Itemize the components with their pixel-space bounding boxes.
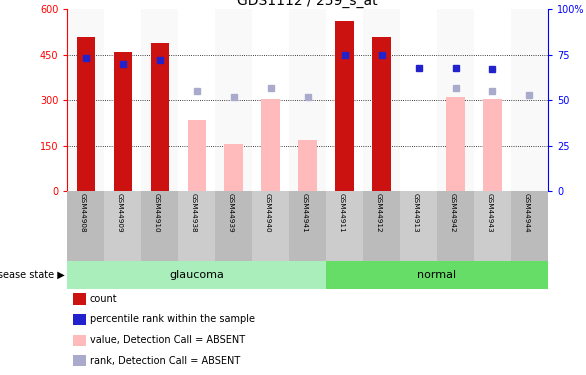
Bar: [178, 191, 215, 261]
Bar: [104, 191, 141, 261]
Text: glaucoma: glaucoma: [169, 270, 224, 280]
Bar: [261, 99, 280, 191]
Bar: [289, 191, 326, 261]
Bar: [326, 261, 548, 289]
Text: normal: normal: [417, 270, 456, 280]
Bar: [511, 191, 548, 261]
Bar: [326, 9, 363, 191]
Bar: [372, 37, 391, 191]
Bar: [363, 191, 400, 261]
Bar: [326, 191, 363, 261]
Bar: [188, 120, 206, 191]
Bar: [483, 99, 502, 191]
Bar: [104, 9, 141, 191]
Text: GSM44911: GSM44911: [339, 194, 345, 233]
Bar: [474, 9, 511, 191]
Bar: [67, 191, 104, 261]
Bar: [178, 9, 215, 191]
Bar: [224, 144, 243, 191]
Bar: [437, 9, 474, 191]
Text: percentile rank within the sample: percentile rank within the sample: [90, 315, 255, 324]
Text: count: count: [90, 294, 117, 304]
Text: GSM44909: GSM44909: [117, 194, 123, 233]
Text: value, Detection Call = ABSENT: value, Detection Call = ABSENT: [90, 335, 245, 345]
Bar: [447, 97, 465, 191]
Bar: [141, 191, 178, 261]
Bar: [67, 261, 326, 289]
Bar: [363, 9, 400, 191]
Bar: [400, 191, 437, 261]
Text: GSM44940: GSM44940: [265, 194, 271, 233]
Bar: [289, 9, 326, 191]
Bar: [298, 140, 317, 191]
Text: disease state ▶: disease state ▶: [0, 270, 64, 280]
Text: GSM44944: GSM44944: [523, 194, 529, 233]
Text: GSM44938: GSM44938: [191, 194, 197, 233]
Bar: [400, 9, 437, 191]
Bar: [252, 9, 289, 191]
Bar: [77, 37, 95, 191]
Text: GSM44913: GSM44913: [413, 194, 418, 233]
Bar: [67, 9, 104, 191]
Bar: [252, 191, 289, 261]
Title: GDS1112 / 259_s_at: GDS1112 / 259_s_at: [237, 0, 378, 8]
Bar: [474, 191, 511, 261]
Bar: [151, 43, 169, 191]
Bar: [511, 9, 548, 191]
Text: GSM44912: GSM44912: [376, 194, 381, 233]
Text: GSM44943: GSM44943: [486, 194, 492, 233]
Bar: [215, 9, 252, 191]
Text: GSM44941: GSM44941: [302, 194, 308, 233]
Bar: [114, 52, 132, 191]
Text: GSM44942: GSM44942: [449, 194, 455, 233]
Text: GSM44908: GSM44908: [80, 194, 86, 233]
Bar: [335, 21, 354, 191]
Bar: [215, 191, 252, 261]
Bar: [437, 191, 474, 261]
Bar: [141, 9, 178, 191]
Text: GSM44910: GSM44910: [154, 194, 160, 233]
Text: rank, Detection Call = ABSENT: rank, Detection Call = ABSENT: [90, 356, 240, 366]
Text: GSM44939: GSM44939: [228, 194, 234, 233]
